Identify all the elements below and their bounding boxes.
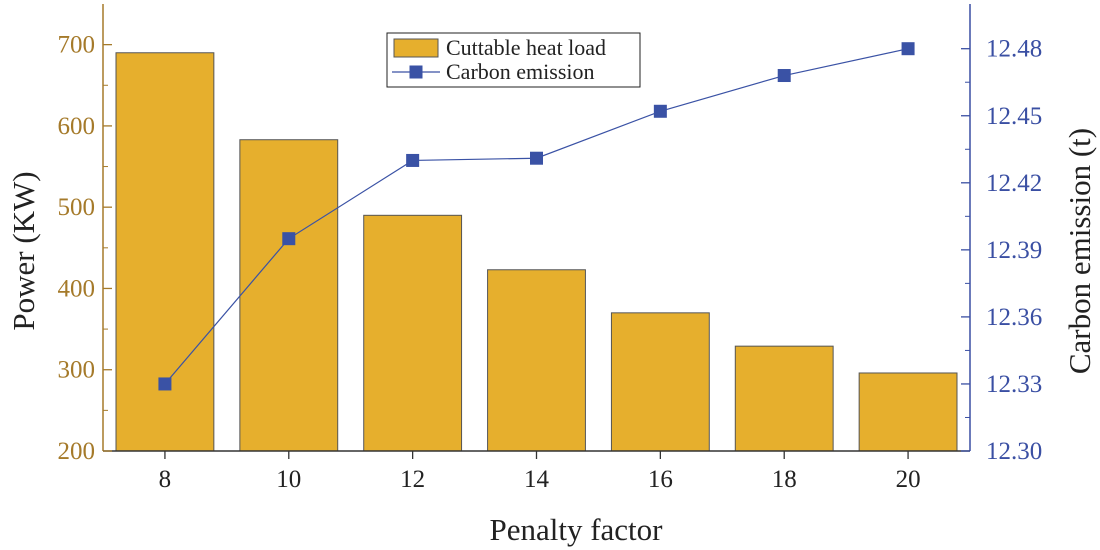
y-left-tick-label-300: 300 [58,357,96,384]
y-right-tick-label-12.48: 12.48 [986,36,1042,63]
bar-10 [239,139,339,452]
y-right-tick-label-12.42: 12.42 [986,170,1042,197]
bars-layer [115,52,958,452]
y-right-tick-label-12.36: 12.36 [986,304,1042,331]
legend: Cuttable heat load Carbon emission [386,32,641,88]
bar-12 [363,214,463,452]
bar-20 [858,372,958,452]
bar-8 [115,52,215,452]
axes-layer: 200 300 400 500 600 700 12.30 12.33 12.36 12.39 12… [58,4,1042,493]
y-left-tick-label-700: 700 [58,32,96,59]
legend-marker-carbon-emission [409,65,423,79]
x-tick-label-14: 14 [524,466,550,493]
x-tick-label-16: 16 [648,466,673,493]
marker-18 [777,69,791,83]
y-left-tick-label-400: 400 [58,275,96,302]
x-tick-label-8: 8 [159,466,172,493]
marker-20 [901,42,915,56]
y-left-tick-label-200: 200 [58,438,96,465]
x-tick-label-10: 10 [276,466,301,493]
y-right-tick-label-12.45: 12.45 [986,103,1042,130]
y-axis-right-title: Carbon emission (t) [1062,128,1097,374]
y-right-tick-label-12.30: 12.30 [986,438,1042,465]
legend-swatch-cuttable-heat-load [393,38,439,58]
bar-14 [487,269,586,452]
marker-16 [653,104,667,118]
marker-12 [406,153,420,167]
line-layer [158,42,915,391]
marker-10 [282,232,296,246]
marker-8 [158,377,172,391]
x-axis-title: Penalty factor [489,512,663,547]
marker-14 [530,151,543,165]
bar-18 [734,345,834,452]
x-tick-label-18: 18 [772,466,797,493]
y-left-tick-label-500: 500 [58,194,96,221]
bar-16 [610,312,710,452]
y-axis-left-title: Power (KW) [6,171,41,330]
x-tick-label-12: 12 [400,466,425,493]
y-left-tick-label-600: 600 [58,113,96,140]
y-right-tick-label-12.39: 12.39 [986,237,1042,264]
x-tick-label-20: 20 [896,466,921,493]
legend-label-cuttable-heat-load: Cuttable heat load [446,35,606,60]
legend-label-carbon-emission: Carbon emission [446,59,595,84]
y-right-tick-label-12.33: 12.33 [986,371,1042,398]
